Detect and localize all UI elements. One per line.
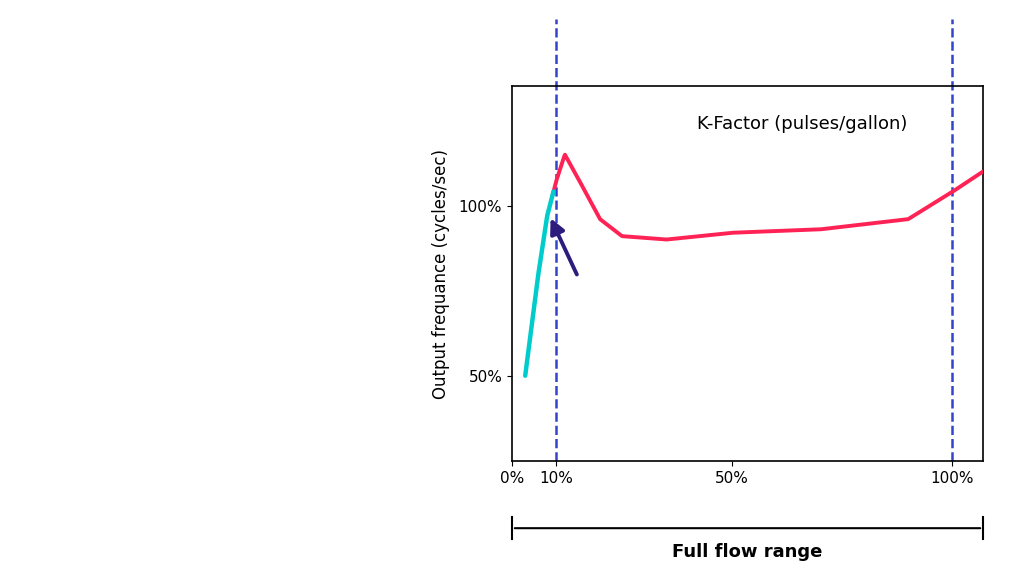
Y-axis label: Output frequance (cycles/sec): Output frequance (cycles/sec): [432, 149, 451, 399]
Text: Full flow range: Full flow range: [673, 543, 822, 561]
Text: K-Factor (pulses/gallon): K-Factor (pulses/gallon): [697, 115, 907, 133]
